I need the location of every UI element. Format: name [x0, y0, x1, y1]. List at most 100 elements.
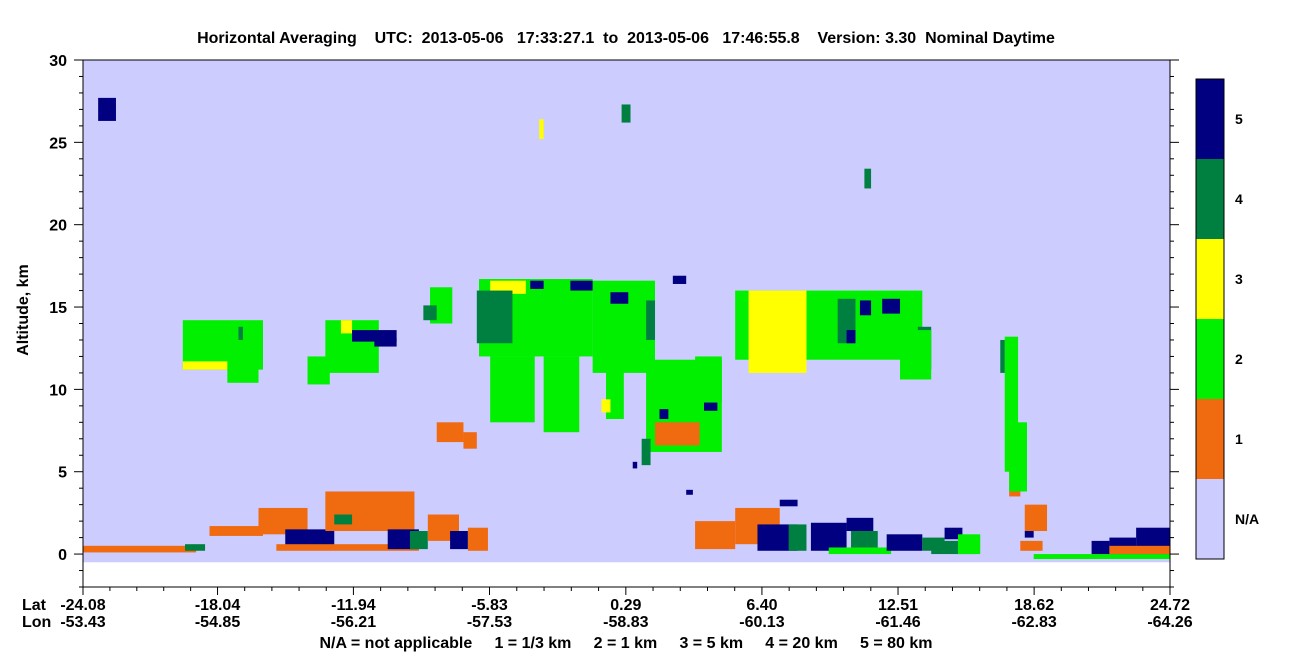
cloud-feature [1033, 554, 1170, 560]
y-tick-label: 25 [49, 135, 67, 152]
lon-tick-label: -64.26 [1147, 614, 1192, 631]
colorbar-swatch [1196, 79, 1224, 159]
cloud-feature [859, 300, 872, 316]
colorbar-label: 1 [1235, 431, 1243, 447]
cloud-feature [227, 356, 259, 383]
lon-tick-label: -62.83 [1011, 614, 1056, 631]
cloud-feature [276, 544, 419, 551]
cloud-feature [1009, 422, 1027, 492]
cloud-feature [539, 119, 544, 140]
colorbar-swatch [1196, 239, 1224, 319]
lon-tick-label: -54.85 [195, 614, 240, 631]
cloud-feature [1024, 531, 1034, 538]
cloud-feature [672, 275, 687, 284]
cloud-feature [1020, 540, 1043, 551]
colorbar-label: N/A [1235, 511, 1259, 527]
y-axis-label: Altitude, km [15, 264, 32, 356]
cloud-feature [83, 545, 197, 553]
cloud-feature [238, 326, 243, 340]
lat-tick-label: 0.29 [610, 597, 641, 614]
cloud-feature [1109, 545, 1170, 555]
cloud-feature [490, 356, 535, 423]
cloud-feature [185, 544, 206, 551]
cloud-feature [467, 527, 488, 551]
cloud-feature [601, 399, 611, 413]
cloud-feature [900, 330, 932, 380]
lat-tick-label: -5.83 [471, 597, 508, 614]
cloud-feature [543, 356, 580, 433]
cloud-feature [340, 320, 353, 334]
colorbar-label: 4 [1235, 191, 1243, 207]
colorbar-frame [1195, 78, 1225, 560]
lat-tick-label: 18.62 [1014, 597, 1054, 614]
y-tick-label: 15 [49, 300, 67, 317]
chart-title: Horizontal Averaging UTC: 2013-05-06 17:… [197, 30, 1055, 47]
lat-row-label: Lat [22, 597, 47, 614]
y-tick-label: 0 [58, 547, 67, 564]
cloud-feature [788, 524, 807, 551]
lon-tick-label: -60.13 [739, 614, 784, 631]
cloud-feature [957, 534, 981, 555]
cloud-feature [632, 461, 638, 469]
chart-footer: N/A = not applicable 1 = 1/3 km 2 = 1 km… [319, 635, 932, 652]
lon-tick-label: -56.21 [331, 614, 376, 631]
colorbar-label: 3 [1235, 271, 1243, 287]
cloud-feature [882, 298, 901, 314]
colorbar-swatch [1196, 399, 1224, 479]
cloud-feature [864, 168, 872, 189]
cloud-features [83, 97, 1170, 560]
cloud-feature [334, 514, 353, 525]
cloud-feature [463, 432, 477, 449]
cloud-feature [779, 499, 798, 507]
colorbar: 5 4 3 2 1 N/A [1195, 78, 1259, 560]
lon-tick-label: -57.53 [467, 614, 512, 631]
colorbar-label: 5 [1235, 111, 1243, 127]
cloud-feature [641, 438, 651, 466]
cloud-feature [686, 489, 693, 495]
cloud-feature [98, 97, 116, 121]
cloud-feature [423, 305, 437, 321]
colorbar-swatch [1196, 159, 1224, 239]
x-axis: -24.08-53.43 -18.04-54.85 -11.94-56.21 -5.8… [60, 587, 1193, 631]
cloud-feature [450, 531, 468, 550]
colorbar-swatch [1196, 479, 1224, 559]
lat-tick-label: -18.04 [195, 597, 240, 614]
cloud-feature [695, 356, 722, 403]
cloud-feature [209, 526, 263, 536]
cloud-feature [1091, 540, 1110, 555]
cloud-feature [659, 409, 669, 420]
cloud-feature [1000, 339, 1005, 373]
y-tick-label: 20 [49, 218, 67, 235]
cloud-feature [476, 290, 513, 344]
cloud-feature [352, 330, 397, 342]
cloud-feature [846, 330, 856, 344]
y-tick-label: 30 [49, 53, 67, 70]
lat-tick-label: 12.51 [878, 597, 918, 614]
cloud-feature [846, 517, 874, 532]
lat-tick-label: 24.72 [1150, 597, 1190, 614]
y-axis: 0 5 10 15 20 25 30 [49, 53, 1179, 588]
cloud-feature [886, 534, 923, 551]
cloud-feature [530, 280, 544, 289]
cloud-feature [810, 522, 847, 551]
lon-tick-label: -58.83 [603, 614, 648, 631]
lon-tick-label: -61.46 [875, 614, 920, 631]
cloud-feature [1024, 504, 1048, 532]
colorbar-swatch [1196, 319, 1224, 399]
cloud-feature [646, 300, 656, 340]
y-tick-label: 10 [49, 382, 67, 399]
y-tick-label: 5 [58, 465, 67, 482]
cloud-feature [182, 361, 230, 370]
cloud-feature [409, 531, 428, 550]
lat-tick-label: 6.40 [746, 597, 777, 614]
cloud-feature [374, 338, 397, 347]
cloud-feature [570, 280, 593, 291]
cloud-feature [695, 521, 736, 550]
cloud-feature [436, 422, 464, 443]
cloud-feature [944, 527, 963, 540]
cloud-feature [307, 356, 330, 385]
cloud-feature [748, 290, 807, 373]
lat-tick-label: -24.08 [60, 597, 105, 614]
cloud-feature [704, 399, 718, 411]
